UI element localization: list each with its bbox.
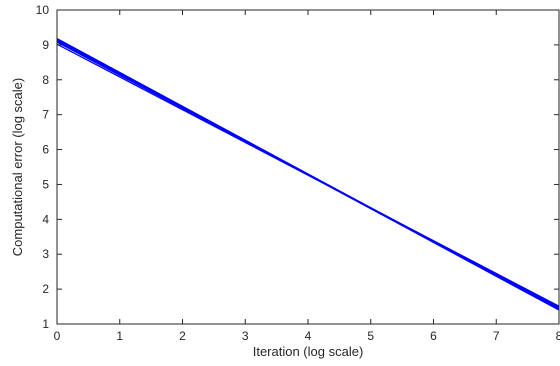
y-tick-label: 7 — [42, 108, 49, 122]
x-tick-label: 7 — [493, 329, 500, 343]
y-tick-label: 5 — [42, 177, 49, 191]
y-tick-label: 6 — [42, 143, 49, 157]
y-tick-label: 1 — [42, 317, 49, 331]
y-tick-label: 4 — [42, 212, 49, 226]
series-line-6 — [56, 40, 560, 310]
x-tick-label: 8 — [556, 329, 560, 343]
y-tick-label: 8 — [42, 73, 49, 87]
x-tick-label: 4 — [305, 329, 312, 343]
y-tick-label: 3 — [42, 247, 49, 261]
y-axis-label: Computational error (log scale) — [10, 78, 25, 256]
x-tick-label: 5 — [367, 329, 374, 343]
axes-frame — [56, 9, 560, 325]
x-tick-label: 3 — [242, 329, 249, 343]
series-layer — [56, 38, 560, 311]
x-tick-label: 0 — [54, 329, 61, 343]
x-tick-label: 6 — [430, 329, 437, 343]
y-tick-label: 10 — [36, 3, 50, 17]
y-tick-label: 9 — [42, 38, 49, 52]
x-tick-label: 2 — [179, 329, 186, 343]
x-axis-label: Iteration (log scale) — [253, 344, 364, 359]
x-tick-label: 1 — [116, 329, 123, 343]
y-tick-label: 2 — [42, 282, 49, 296]
